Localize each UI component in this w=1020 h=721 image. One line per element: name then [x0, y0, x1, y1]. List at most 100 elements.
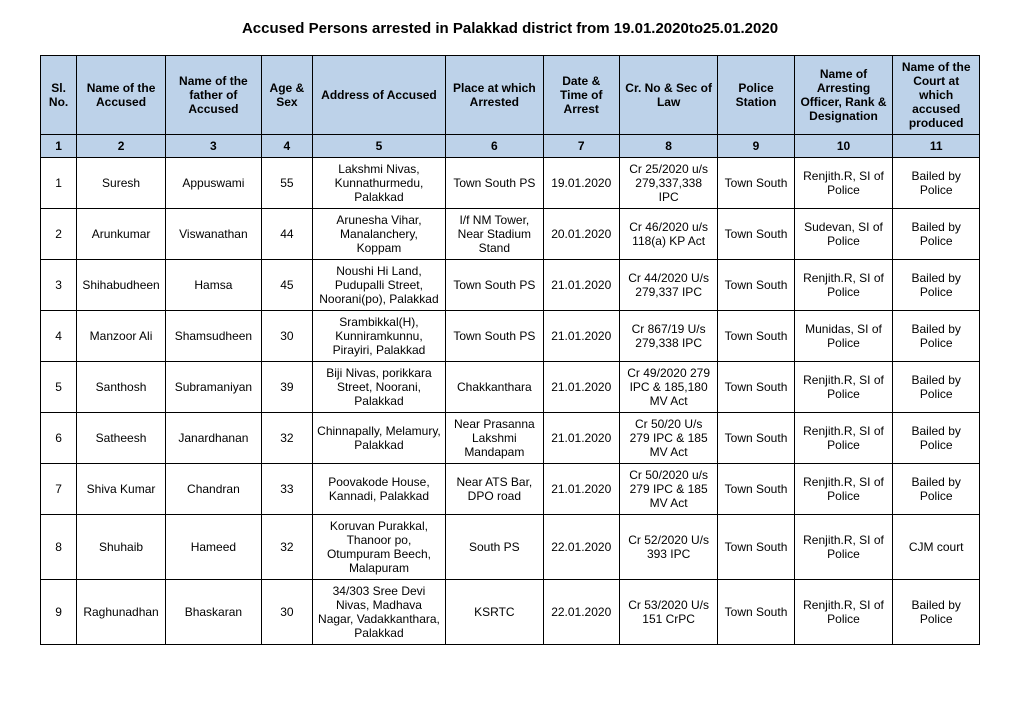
numcell: 1 [41, 135, 77, 158]
cell-c4: 33 [261, 464, 312, 515]
cell-c4: 30 [261, 311, 312, 362]
cell-c3: Hameed [165, 515, 261, 580]
cell-c3: Shamsudheen [165, 311, 261, 362]
table-row: 5SanthoshSubramaniyan39Biji Nivas, porik… [41, 362, 980, 413]
cell-c2: Santhosh [77, 362, 166, 413]
cell-c9: Town South [718, 464, 794, 515]
cell-c5: Poovakode House, Kannadi, Palakkad [312, 464, 445, 515]
col-place: Place at which Arrested [446, 56, 544, 135]
cell-c8: Cr 44/2020 U/s 279,337 IPC [619, 260, 718, 311]
col-father: Name of the father of Accused [165, 56, 261, 135]
cell-c1: 3 [41, 260, 77, 311]
cell-c2: Raghunadhan [77, 580, 166, 645]
cell-c9: Town South [718, 580, 794, 645]
table-row: 2ArunkumarViswanathan44Arunesha Vihar, M… [41, 209, 980, 260]
cell-c2: Arunkumar [77, 209, 166, 260]
page-title: Accused Persons arrested in Palakkad dis… [40, 20, 980, 37]
cell-c2: Suresh [77, 158, 166, 209]
cell-c10: Renjith.R, SI of Police [794, 260, 893, 311]
cell-c6: Town South PS [446, 260, 544, 311]
cell-c10: Renjith.R, SI of Police [794, 580, 893, 645]
cell-c1: 5 [41, 362, 77, 413]
numcell: 11 [893, 135, 980, 158]
cell-c4: 32 [261, 515, 312, 580]
col-address: Address of Accused [312, 56, 445, 135]
cell-c5: Arunesha Vihar, Manalanchery, Koppam [312, 209, 445, 260]
cell-c7: 22.01.2020 [543, 580, 619, 645]
col-accused: Name of the Accused [77, 56, 166, 135]
table-row: 9RaghunadhanBhaskaran3034/303 Sree Devi … [41, 580, 980, 645]
cell-c7: 21.01.2020 [543, 464, 619, 515]
cell-c2: Manzoor Ali [77, 311, 166, 362]
numcell: 6 [446, 135, 544, 158]
cell-c7: 21.01.2020 [543, 413, 619, 464]
cell-c5: Biji Nivas, porikkara Street, Noorani, P… [312, 362, 445, 413]
col-crno: Cr. No & Sec of Law [619, 56, 718, 135]
cell-c6: Town South PS [446, 311, 544, 362]
table-row: 4Manzoor AliShamsudheen30Srambikkal(H), … [41, 311, 980, 362]
cell-c1: 7 [41, 464, 77, 515]
cell-c3: Viswanathan [165, 209, 261, 260]
col-officer: Name of Arresting Officer, Rank & Design… [794, 56, 893, 135]
cell-c8: Cr 52/2020 U/s 393 IPC [619, 515, 718, 580]
table-row: 8ShuhaibHameed32Koruvan Purakkal, Thanoo… [41, 515, 980, 580]
cell-c6: Town South PS [446, 158, 544, 209]
cell-c9: Town South [718, 413, 794, 464]
col-age: Age & Sex [261, 56, 312, 135]
cell-c6: I/f NM Tower, Near Stadium Stand [446, 209, 544, 260]
cell-c5: 34/303 Sree Devi Nivas, Madhava Nagar, V… [312, 580, 445, 645]
arrest-table: Sl. No. Name of the Accused Name of the … [40, 55, 980, 645]
numcell: 9 [718, 135, 794, 158]
cell-c1: 9 [41, 580, 77, 645]
numcell: 7 [543, 135, 619, 158]
cell-c3: Janardhanan [165, 413, 261, 464]
cell-c8: Cr 50/20 U/s 279 IPC & 185 MV Act [619, 413, 718, 464]
cell-c10: Munidas, SI of Police [794, 311, 893, 362]
cell-c5: Koruvan Purakkal, Thanoor po, Otumpuram … [312, 515, 445, 580]
cell-c11: Bailed by Police [893, 580, 980, 645]
cell-c10: Renjith.R, SI of Police [794, 413, 893, 464]
cell-c3: Chandran [165, 464, 261, 515]
cell-c3: Hamsa [165, 260, 261, 311]
table-row: 7Shiva KumarChandran33Poovakode House, K… [41, 464, 980, 515]
cell-c4: 44 [261, 209, 312, 260]
cell-c11: Bailed by Police [893, 260, 980, 311]
cell-c7: 21.01.2020 [543, 260, 619, 311]
numcell: 5 [312, 135, 445, 158]
cell-c8: Cr 49/2020 279 IPC & 185,180 MV Act [619, 362, 718, 413]
cell-c11: Bailed by Police [893, 209, 980, 260]
cell-c7: 19.01.2020 [543, 158, 619, 209]
cell-c11: Bailed by Police [893, 413, 980, 464]
cell-c5: Chinnapally, Melamury, Palakkad [312, 413, 445, 464]
cell-c6: Near Prasanna Lakshmi Mandapam [446, 413, 544, 464]
cell-c2: Shuhaib [77, 515, 166, 580]
cell-c5: Noushi Hi Land, Pudupalli Street, Nooran… [312, 260, 445, 311]
cell-c3: Subramaniyan [165, 362, 261, 413]
cell-c4: 39 [261, 362, 312, 413]
cell-c1: 2 [41, 209, 77, 260]
numcell: 2 [77, 135, 166, 158]
cell-c7: 22.01.2020 [543, 515, 619, 580]
cell-c10: Renjith.R, SI of Police [794, 362, 893, 413]
cell-c10: Renjith.R, SI of Police [794, 464, 893, 515]
cell-c7: 21.01.2020 [543, 362, 619, 413]
cell-c8: Cr 46/2020 u/s 118(a) KP Act [619, 209, 718, 260]
cell-c9: Town South [718, 311, 794, 362]
cell-c5: Srambikkal(H), Kunniramkunnu, Pirayiri, … [312, 311, 445, 362]
numcell: 10 [794, 135, 893, 158]
cell-c11: Bailed by Police [893, 464, 980, 515]
cell-c4: 55 [261, 158, 312, 209]
numcell: 8 [619, 135, 718, 158]
cell-c4: 30 [261, 580, 312, 645]
cell-c10: Renjith.R, SI of Police [794, 515, 893, 580]
col-court: Name of the Court at which accused produ… [893, 56, 980, 135]
cell-c8: Cr 50/2020 u/s 279 IPC & 185 MV Act [619, 464, 718, 515]
header-row: Sl. No. Name of the Accused Name of the … [41, 56, 980, 135]
cell-c4: 32 [261, 413, 312, 464]
cell-c11: CJM court [893, 515, 980, 580]
cell-c7: 21.01.2020 [543, 311, 619, 362]
cell-c6: Chakkanthara [446, 362, 544, 413]
cell-c1: 1 [41, 158, 77, 209]
col-slno: Sl. No. [41, 56, 77, 135]
table-row: 1SureshAppuswami55Lakshmi Nivas, Kunnath… [41, 158, 980, 209]
